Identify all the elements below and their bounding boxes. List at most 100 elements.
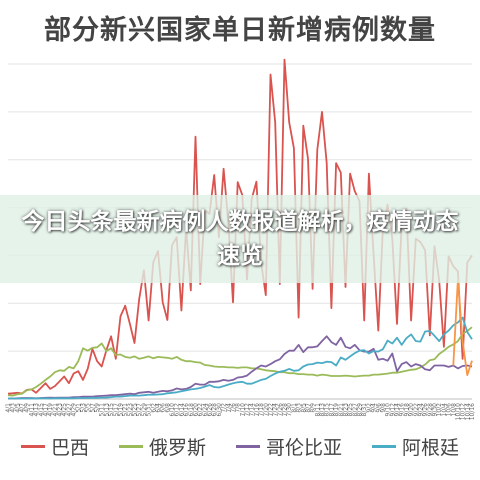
x-tick-label: 6/4	[155, 403, 162, 413]
x-tick-label: 9/20	[408, 403, 415, 417]
chart-legend: 巴西 俄罗斯 哥伦比亚 阿根廷	[0, 426, 480, 466]
x-tick-label: 7/14	[249, 403, 256, 417]
x-tick-label: 7/2	[221, 403, 228, 413]
x-tick-label: 8/13	[319, 403, 326, 417]
legend-item-colombia: 哥伦比亚	[235, 433, 342, 460]
x-tick-label: 8/11	[314, 403, 321, 417]
x-tick-label: 8/7	[305, 403, 312, 413]
x-tick-label: 9/28	[427, 403, 434, 417]
chart-title: 部分新兴国家单日新增病例数量	[44, 15, 436, 46]
x-tick-label: 5/29	[141, 403, 148, 417]
x-tick-label: 6/30	[216, 403, 223, 417]
x-tick-label: 4/13	[33, 403, 40, 417]
x-tick-label: 7/20	[263, 403, 270, 417]
x-tick-label: 5/13	[103, 403, 110, 417]
x-tick-label: 6/8	[164, 403, 171, 413]
x-tick-label: 4/3	[10, 403, 17, 413]
x-tick-label: 8/3	[296, 403, 303, 413]
x-tick-label: 4/27	[66, 403, 73, 417]
x-tick-label: 8/19	[333, 403, 340, 417]
legend-item-brazil: 巴西	[20, 433, 89, 460]
x-tick-label: 6/26	[207, 403, 214, 417]
x-tick-label: 4/15	[38, 403, 45, 417]
overlay-banner	[0, 195, 480, 283]
legend-item-argentina: 阿根廷	[371, 433, 459, 460]
x-tick-label: 9/10	[385, 403, 392, 417]
x-tick-label: 4/1	[5, 403, 12, 413]
x-tick-label: 8/23	[342, 403, 349, 417]
x-tick-label: 6/10	[169, 403, 176, 417]
x-tick-label: 9/26	[422, 403, 429, 417]
x-tick-label: 8/1	[291, 403, 298, 413]
legend-label-brazil: 巴西	[50, 436, 89, 459]
x-tick-label: 4/17	[42, 403, 49, 417]
x-tick-label: 6/20	[192, 403, 199, 417]
x-tick-label: 6/18	[188, 403, 195, 417]
legend-swatch-argentina	[371, 444, 396, 448]
x-tick-label: 5/27	[136, 403, 143, 417]
x-tick-label: 5/1	[75, 403, 82, 413]
x-tick-label: 4/29	[71, 403, 78, 417]
series-line-1	[7, 326, 473, 397]
x-tick-label: 6/22	[197, 403, 204, 417]
x-tick-label: 9/16	[399, 403, 406, 417]
series-line-4	[452, 278, 473, 376]
x-tick-label: 10/14	[464, 403, 471, 420]
x-tick-label: 9/2	[366, 403, 373, 413]
legend-label-argentina: 阿根廷	[401, 436, 459, 459]
x-tick-label: 8/5	[300, 403, 307, 413]
x-tick-label: 6/14	[178, 403, 185, 417]
x-tick-label: 6/16	[183, 403, 190, 417]
x-tick-label: 4/23	[57, 403, 64, 417]
x-tick-label: 5/23	[127, 403, 134, 417]
x-tick-label: 5/3	[80, 403, 87, 413]
x-tick-label: 8/17	[328, 403, 335, 417]
x-tick-label: 5/25	[132, 403, 139, 417]
overlay-headline: 今日头条最新病例人数报道解析，疫情动态速览	[21, 209, 459, 269]
x-tick-label: 9/14	[394, 403, 401, 417]
x-tick-label: 5/9	[94, 403, 101, 413]
x-tick-label: 6/6	[160, 403, 167, 413]
x-tick-labels: 4/14/34/54/74/94/114/134/154/174/194/214…	[5, 403, 476, 420]
x-tick-label: 6/12	[174, 403, 181, 417]
x-tick-label: 8/31	[361, 403, 368, 417]
x-tick-label: 7/12	[244, 403, 251, 417]
legend-swatch-brazil	[20, 444, 45, 448]
x-tick-label: 4/21	[52, 403, 59, 417]
x-tick-label: 5/31	[146, 403, 153, 417]
x-tick-label: 8/21	[338, 403, 345, 417]
x-tick-label: 7/24	[272, 403, 279, 417]
x-tick-label: 9/22	[413, 403, 420, 417]
x-tick-label: 7/22	[267, 403, 274, 417]
x-tick-label: 5/7	[89, 403, 96, 413]
x-tick-label: 9/12	[389, 403, 396, 417]
series-line-3	[8, 316, 473, 400]
x-tick-label: 8/15	[324, 403, 331, 417]
x-tick-label: 5/21	[122, 403, 129, 417]
x-tick-label: 4/9	[24, 403, 31, 413]
legend-label-colombia: 哥伦比亚	[265, 436, 342, 459]
x-tick-label: 8/27	[352, 403, 359, 417]
x-tick-label: 9/18	[403, 403, 410, 417]
x-tick-label: 9/4	[371, 403, 378, 413]
x-tick-label: 6/24	[202, 403, 209, 417]
x-tick-label: 10/6	[446, 403, 453, 417]
x-tick-label: 7/28	[282, 403, 289, 417]
x-tick-label: 4/25	[61, 403, 68, 417]
x-tick-label: 8/9	[310, 403, 317, 413]
x-tick-label: 10/12	[460, 403, 467, 420]
x-tick-label: 7/16	[253, 403, 260, 417]
x-tick-label: 4/19	[47, 403, 54, 417]
x-tick-label: 4/11	[28, 403, 35, 417]
x-tick-label: 7/10	[239, 403, 246, 417]
x-tick-label: 8/29	[357, 403, 364, 417]
x-tick-label: 7/30	[286, 403, 293, 417]
x-tick-label: 6/28	[211, 403, 218, 417]
legend-item-russia: 俄罗斯	[118, 433, 206, 460]
x-tick-label: 4/7	[19, 403, 26, 413]
x-tick-label: 9/30	[432, 403, 439, 417]
x-tick-label: 10/4	[441, 403, 448, 417]
x-tick-label: 7/6	[230, 403, 237, 413]
x-tick-label: 7/18	[258, 403, 265, 417]
